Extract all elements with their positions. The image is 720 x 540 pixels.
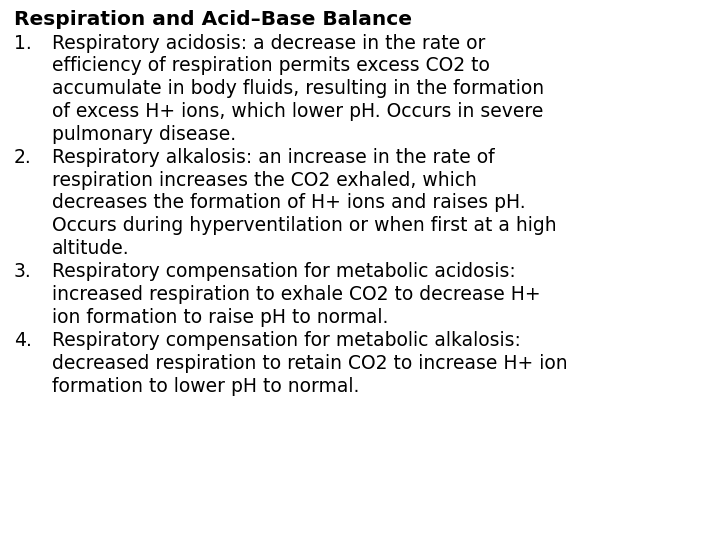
- Text: 4.: 4.: [14, 332, 32, 350]
- Text: Respiratory alkalosis: an increase in the rate of
respiration increases the CO2 : Respiratory alkalosis: an increase in th…: [52, 148, 557, 258]
- Text: 1.: 1.: [14, 33, 32, 52]
- Text: Respiration and Acid–Base Balance: Respiration and Acid–Base Balance: [14, 10, 412, 29]
- Text: Respiratory compensation for metabolic alkalosis:
decreased respiration to retai: Respiratory compensation for metabolic a…: [52, 332, 567, 396]
- Text: Respiratory compensation for metabolic acidosis:
increased respiration to exhale: Respiratory compensation for metabolic a…: [52, 262, 541, 327]
- Text: Respiratory acidosis: a decrease in the rate or
efficiency of respiration permit: Respiratory acidosis: a decrease in the …: [52, 33, 544, 144]
- Text: 2.: 2.: [14, 148, 32, 167]
- Text: 3.: 3.: [14, 262, 32, 281]
